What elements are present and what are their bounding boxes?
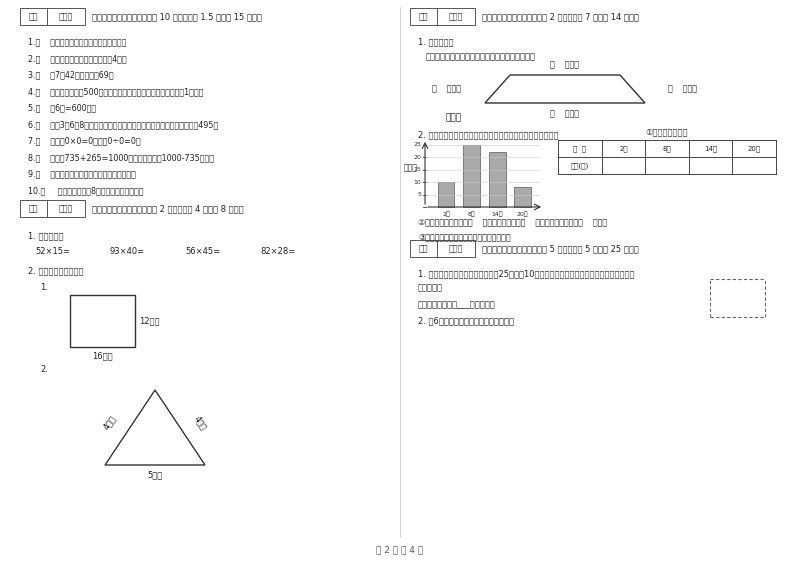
Bar — [20, 8, 85, 25]
Text: 12厘米: 12厘米 — [139, 316, 159, 325]
Text: 14时: 14时 — [491, 211, 503, 217]
Text: 周长：: 周长： — [445, 114, 461, 123]
Text: 2. 下面是气温自测仪上记录的某天四个不同时间的气温情况。: 2. 下面是气温自测仪上记录的某天四个不同时间的气温情况。 — [418, 131, 558, 140]
Text: 5分米: 5分米 — [147, 471, 162, 480]
Bar — [410, 8, 475, 25]
Text: 9.（    ）长方形的周长就是它四条边长度的和。: 9.（ ）长方形的周长就是它四条边长度的和。 — [28, 170, 136, 179]
Text: （    ）毫米: （ ）毫米 — [550, 110, 579, 119]
Text: 2时: 2时 — [619, 145, 628, 152]
Text: 得分: 得分 — [29, 12, 38, 21]
Text: 四、看清题目，细心计算（共 2 小题，每题 4 分，共 8 分）。: 四、看清题目，细心计算（共 2 小题，每题 4 分，共 8 分）。 — [92, 205, 244, 214]
Text: （度）: （度） — [404, 163, 418, 172]
Bar — [514, 187, 531, 207]
Text: 4分米: 4分米 — [192, 414, 208, 431]
Text: 7.（    ）因为0×0=0，所以0÷0=0。: 7.（ ）因为0×0=0，所以0÷0=0。 — [28, 137, 141, 146]
Text: 1.: 1. — [40, 282, 48, 292]
Text: ③实际算一算，这天的平均气温是多少度？: ③实际算一算，这天的平均气温是多少度？ — [418, 233, 510, 241]
Text: 10.（     ）一个两位数乘8，积一定也是两位数。: 10.（ ）一个两位数乘8，积一定也是两位数。 — [28, 186, 143, 195]
Text: 4.（    ）小明家离学校500米，他每天上学、回家，一个来回共要走1千米。: 4.（ ）小明家离学校500米，他每天上学、回家，一个来回共要走1千米。 — [28, 87, 203, 96]
Text: 8时: 8时 — [662, 145, 671, 152]
Text: 6.（    ）用3、6、8这三个数字组成的最大三位数与最小三位数，它们相差495。: 6.（ ）用3、6、8这三个数字组成的最大三位数与最小三位数，它们相差495。 — [28, 120, 218, 129]
Polygon shape — [105, 390, 205, 465]
Bar — [410, 240, 475, 257]
Text: 5: 5 — [417, 192, 421, 197]
Text: 5.（    ）6分=600秒。: 5.（ ）6分=600秒。 — [28, 103, 96, 112]
Text: 1.（    ）小明面对着东方时，背对着西方。: 1.（ ）小明面对着东方时，背对着西方。 — [28, 37, 126, 46]
Text: 得分: 得分 — [419, 244, 429, 253]
Text: 25: 25 — [413, 142, 421, 147]
Text: 三、仔细想想，正确判断（共 10 小题，每题 1.5 分，共 15 分）。: 三、仔细想想，正确判断（共 10 小题，每题 1.5 分，共 15 分）。 — [92, 12, 262, 21]
Text: 得分: 得分 — [419, 12, 429, 21]
Text: （    ）毫米: （ ）毫米 — [669, 85, 698, 93]
Text: （    ）毫米: （ ）毫米 — [433, 85, 462, 93]
Text: 评卷人: 评卷人 — [449, 12, 463, 21]
Text: 8时: 8时 — [468, 211, 475, 217]
Text: 得分: 得分 — [29, 204, 38, 213]
Text: 六、活用知识，解决问题（共 5 小题，每题 5 分，共 25 分）。: 六、活用知识，解决问题（共 5 小题，每题 5 分，共 25 分）。 — [482, 245, 638, 254]
Text: ①根据统计图填表: ①根据统计图填表 — [646, 128, 688, 137]
Text: 4分米: 4分米 — [102, 414, 118, 431]
Text: 答：最少需要准备___米的篹巴。: 答：最少需要准备___米的篹巴。 — [418, 301, 496, 310]
Text: 82×28=: 82×28= — [260, 247, 295, 257]
Text: 3.（    ）7个42相加的和是69。: 3.（ ）7个42相加的和是69。 — [28, 71, 114, 80]
Text: 8.（    ）根据735+265=1000，可以直接写出1000-735的差。: 8.（ ）根据735+265=1000，可以直接写出1000-735的差。 — [28, 153, 214, 162]
Text: 量出每条边的长度，以毫米为单位，并计算周长。: 量出每条边的长度，以毫米为单位，并计算周长。 — [426, 53, 536, 62]
Text: 20时: 20时 — [748, 145, 761, 152]
Text: 56×45=: 56×45= — [185, 247, 220, 257]
Text: 2. 求下面图形的周长。: 2. 求下面图形的周长。 — [28, 267, 83, 276]
Bar — [70, 295, 135, 347]
Bar — [489, 153, 506, 207]
Text: 1. 竖式计算。: 1. 竖式计算。 — [28, 232, 63, 241]
Bar — [463, 145, 480, 207]
Text: 2时: 2时 — [442, 211, 450, 217]
Text: 气温(度): 气温(度) — [570, 162, 589, 169]
Text: 2. 杇6位客人用餐，可以怎样安排桌子？: 2. 杇6位客人用餐，可以怎样安排桌子？ — [418, 316, 514, 325]
Text: 评卷人: 评卷人 — [449, 244, 463, 253]
Bar — [20, 200, 85, 217]
Text: 52×15=: 52×15= — [35, 247, 70, 257]
Text: （    ）毫米: （ ）毫米 — [550, 60, 579, 69]
Text: 五、认真思考，综合能力（共 2 小题，每题 7 分，共 14 分）。: 五、认真思考，综合能力（共 2 小题，每题 7 分，共 14 分）。 — [482, 12, 639, 21]
Text: ②这一天的最高气温是（    ）度，最低气温是（    ）度，平均气温大约（    ）度。: ②这一天的最高气温是（ ）度，最低气温是（ ）度，平均气温大约（ ）度。 — [418, 219, 607, 228]
Text: 2.: 2. — [40, 364, 48, 373]
Text: 93×40=: 93×40= — [110, 247, 145, 257]
Bar — [438, 182, 454, 207]
Text: 14时: 14时 — [704, 145, 717, 152]
Text: 20: 20 — [413, 155, 421, 160]
Text: 15: 15 — [414, 167, 421, 172]
Text: 第 2 页 共 4 页: 第 2 页 共 4 页 — [377, 545, 423, 554]
Text: 2.（    ）正方形的周长是它的边长的4倍。: 2.（ ）正方形的周长是它的边长的4倍。 — [28, 54, 126, 63]
Text: 1. 王大同学有一条用篹巴围一个长25米、宽10米的长方形菜地，最少需要准备多长的篹巴？: 1. 王大同学有一条用篹巴围一个长25米、宽10米的长方形菜地，最少需要准备多长… — [418, 270, 634, 279]
Text: 1. 动手操作。: 1. 动手操作。 — [418, 37, 454, 46]
Text: 评卷人: 评卷人 — [59, 204, 74, 213]
Text: （见下图）: （见下图） — [418, 284, 443, 293]
Text: 时  间: 时 间 — [574, 145, 586, 152]
Text: 评卷人: 评卷人 — [59, 12, 74, 21]
Polygon shape — [485, 75, 645, 103]
Text: 10: 10 — [414, 180, 421, 185]
Text: 16厘米: 16厘米 — [92, 351, 113, 360]
Text: 20时: 20时 — [517, 211, 529, 217]
